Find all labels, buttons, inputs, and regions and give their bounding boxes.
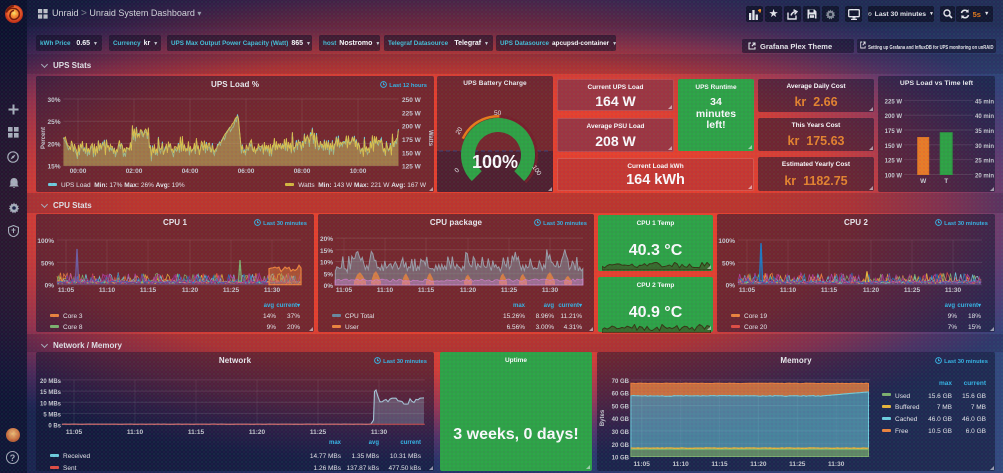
svg-text:40 GB: 40 GB [612,417,630,423]
svg-text:60 GB: 60 GB [612,392,630,398]
svg-text:T: T [944,178,948,185]
svg-text:25 min: 25 min [975,159,994,165]
svg-text:125 W: 125 W [885,159,903,165]
svg-text:0 Bs: 0 Bs [48,424,61,430]
svg-text:0%: 0% [726,283,736,290]
svg-text:11:30: 11:30 [945,287,962,294]
svg-text:11:10: 11:10 [99,287,116,294]
svg-text:30 GB: 30 GB [612,430,630,436]
svg-text:11:10: 11:10 [127,429,144,436]
svg-text:11:20: 11:20 [182,287,199,294]
svg-text:11:05: 11:05 [66,429,83,436]
svg-text:100%: 100% [472,152,518,172]
svg-text:15 MBs: 15 MBs [40,390,62,396]
svg-text:225 W: 225 W [402,110,422,117]
svg-text:100%: 100% [37,238,54,245]
svg-text:11:20: 11:20 [750,461,767,468]
svg-text:11:20: 11:20 [249,429,266,436]
svg-text:30%: 30% [47,97,60,104]
svg-text:06:00: 06:00 [238,168,255,175]
svg-text:25%: 25% [47,119,60,126]
svg-text:0%: 0% [45,283,55,290]
svg-text:40 min: 40 min [975,114,994,120]
svg-text:Watts: Watts [427,130,433,147]
svg-text:35 min: 35 min [975,129,994,135]
svg-text:15%: 15% [320,248,333,255]
svg-text:11:15: 11:15 [711,461,728,468]
svg-text:11:10: 11:10 [672,461,689,468]
svg-text:10 MBs: 10 MBs [40,401,62,407]
svg-text:11:05: 11:05 [739,287,756,294]
svg-text:11:25: 11:25 [789,461,806,468]
svg-text:200 W: 200 W [885,114,903,120]
svg-text:125 W: 125 W [402,164,422,171]
svg-text:175 W: 175 W [885,129,903,135]
svg-text:W: W [920,178,927,185]
svg-text:08:00: 08:00 [294,168,311,175]
svg-text:20: 20 [455,126,465,136]
svg-text:11:25: 11:25 [310,429,327,436]
svg-text:11:30: 11:30 [828,461,845,468]
svg-text:150 W: 150 W [402,150,422,157]
svg-text:11:25: 11:25 [501,287,518,294]
svg-text:Percent: Percent [41,127,47,149]
svg-text:100%: 100% [718,238,735,245]
svg-text:20 MBs: 20 MBs [40,379,62,385]
svg-text:11:15: 11:15 [188,429,205,436]
svg-text:11:15: 11:15 [418,287,435,294]
svg-text:02:00: 02:00 [126,168,143,175]
svg-text:11:10: 11:10 [377,287,394,294]
svg-text:5 MBs: 5 MBs [43,412,61,418]
svg-text:0%: 0% [324,283,334,290]
svg-text:45 min: 45 min [975,99,994,105]
svg-text:200 W: 200 W [402,124,422,131]
svg-text:225 W: 225 W [885,99,903,105]
svg-text:10:00: 10:00 [350,168,367,175]
svg-text:15%: 15% [47,164,60,171]
svg-text:30 min: 30 min [975,144,994,150]
svg-text:50: 50 [494,110,502,117]
svg-text:0: 0 [453,167,461,175]
svg-text:20%: 20% [47,142,60,149]
svg-text:11:25: 11:25 [904,287,921,294]
svg-text:50%: 50% [722,260,735,267]
svg-text:11:05: 11:05 [58,287,75,294]
svg-text:04:00: 04:00 [182,168,199,175]
svg-text:20 min: 20 min [975,174,994,180]
svg-text:11:05: 11:05 [634,461,651,468]
svg-text:11:20: 11:20 [460,287,477,294]
svg-text:250 W: 250 W [402,97,422,104]
svg-text:11:10: 11:10 [780,287,797,294]
svg-text:00:00: 00:00 [70,168,87,175]
svg-text:175 W: 175 W [402,137,422,144]
svg-text:11:30: 11:30 [371,429,388,436]
svg-text:11:15: 11:15 [821,287,838,294]
svg-text:11:20: 11:20 [863,287,880,294]
svg-text:50%: 50% [41,260,54,267]
svg-text:11:15: 11:15 [140,287,157,294]
svg-text:20 GB: 20 GB [612,443,630,449]
svg-text:Bytes: Bytes [600,409,606,426]
svg-text:150 W: 150 W [885,144,903,150]
svg-text:10 GB: 10 GB [612,456,630,462]
svg-text:11:05: 11:05 [336,287,353,294]
svg-text:5%: 5% [324,271,334,278]
svg-text:11:30: 11:30 [264,287,281,294]
svg-text:50 GB: 50 GB [612,405,630,411]
svg-text:11:25: 11:25 [223,287,240,294]
svg-text:20%: 20% [320,236,333,243]
svg-text:11:30: 11:30 [542,287,559,294]
svg-text:10%: 10% [320,260,333,267]
svg-text:70 GB: 70 GB [612,379,630,385]
svg-text:100 W: 100 W [885,174,903,180]
